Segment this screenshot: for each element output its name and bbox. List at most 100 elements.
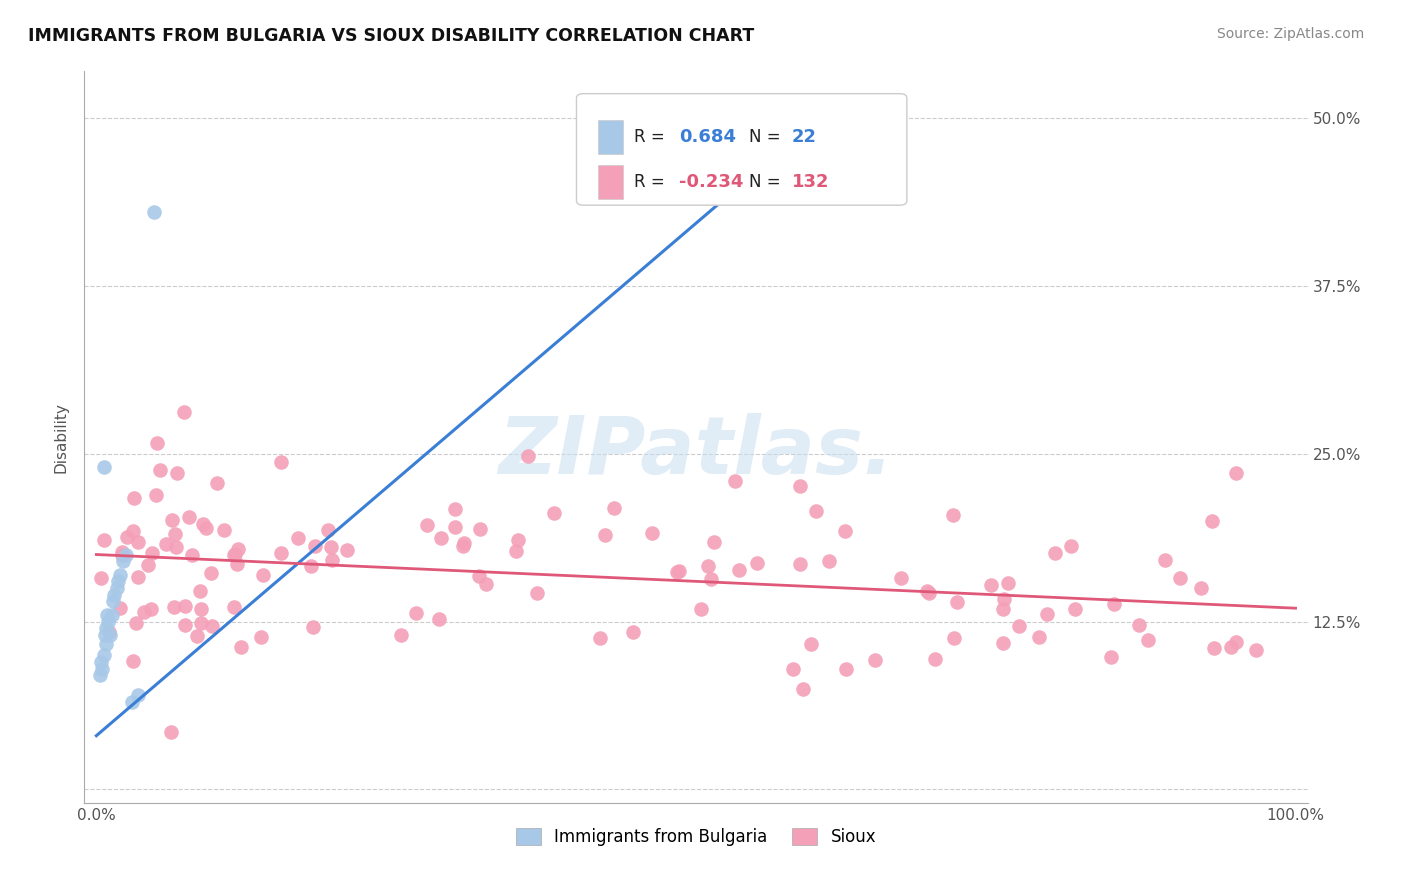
- Point: [190, 602, 212, 616]
- Text: IMMIGRANTS FROM BULGARIA VS SIOUX DISABILITY CORRELATION CHART: IMMIGRANTS FROM BULGARIA VS SIOUX DISABI…: [28, 27, 755, 45]
- Point: [516, 449, 538, 463]
- Point: [468, 568, 491, 582]
- Point: [321, 552, 343, 566]
- Point: [1225, 635, 1247, 649]
- Point: [1189, 581, 1212, 595]
- Point: [1028, 630, 1050, 644]
- Point: [668, 564, 690, 578]
- Text: N =: N =: [749, 173, 786, 191]
- Point: [201, 619, 224, 633]
- Point: [505, 544, 527, 558]
- Point: [835, 662, 858, 676]
- Point: [222, 548, 245, 562]
- Point: [229, 640, 252, 655]
- Point: [250, 630, 273, 644]
- Point: [90, 655, 112, 669]
- Point: [997, 575, 1019, 590]
- Point: [110, 567, 132, 582]
- Point: [127, 535, 149, 549]
- Point: [890, 571, 912, 585]
- Point: [270, 546, 292, 560]
- Point: [444, 520, 467, 534]
- Point: [141, 546, 163, 560]
- Point: [174, 599, 197, 614]
- Point: [188, 584, 211, 599]
- Point: [865, 653, 887, 667]
- Point: [299, 559, 322, 574]
- Point: [405, 606, 427, 620]
- Point: [703, 534, 725, 549]
- Point: [302, 620, 325, 634]
- Point: [160, 512, 183, 526]
- Point: [122, 654, 145, 668]
- Point: [304, 539, 326, 553]
- Point: [117, 530, 139, 544]
- Text: 22: 22: [792, 128, 817, 146]
- Point: [526, 585, 548, 599]
- Point: [782, 662, 804, 676]
- Point: [97, 615, 120, 629]
- Point: [91, 662, 114, 676]
- Point: [943, 632, 966, 646]
- Point: [155, 537, 177, 551]
- Point: [107, 574, 129, 589]
- Point: [94, 637, 117, 651]
- Point: [93, 648, 115, 662]
- Point: [103, 588, 125, 602]
- Point: [93, 533, 115, 547]
- Point: [180, 548, 202, 562]
- Point: [224, 547, 246, 561]
- Point: [173, 618, 195, 632]
- Point: [225, 557, 247, 571]
- Point: [690, 601, 713, 615]
- Text: Source: ZipAtlas.com: Source: ZipAtlas.com: [1216, 27, 1364, 41]
- Point: [834, 524, 856, 539]
- Point: [475, 577, 498, 591]
- Point: [121, 695, 143, 709]
- Point: [205, 475, 228, 490]
- Point: [93, 628, 117, 642]
- Point: [724, 475, 747, 489]
- Point: [163, 600, 186, 615]
- Point: [700, 572, 723, 586]
- Point: [127, 689, 149, 703]
- Point: [745, 557, 768, 571]
- Point: [1137, 632, 1160, 647]
- Text: ZIPatlas.: ZIPatlas.: [498, 413, 894, 491]
- Point: [429, 612, 451, 626]
- Point: [728, 563, 751, 577]
- Point: [666, 566, 689, 580]
- Point: [124, 491, 146, 505]
- Point: [443, 502, 465, 516]
- Point: [697, 558, 720, 573]
- Point: [212, 523, 235, 537]
- Point: [142, 205, 165, 219]
- Point: [924, 652, 946, 666]
- Point: [186, 629, 208, 643]
- Point: [319, 540, 342, 554]
- Point: [138, 558, 160, 572]
- Point: [451, 539, 474, 553]
- Point: [389, 627, 412, 641]
- Point: [97, 624, 120, 639]
- Point: [105, 581, 128, 595]
- Y-axis label: Disability: Disability: [53, 401, 69, 473]
- Text: 132: 132: [792, 173, 830, 191]
- Point: [125, 616, 148, 631]
- Point: [160, 724, 183, 739]
- Point: [173, 405, 195, 419]
- Point: [1043, 546, 1066, 560]
- Point: [166, 466, 188, 480]
- Point: [416, 518, 439, 533]
- Point: [226, 542, 249, 557]
- Point: [468, 523, 491, 537]
- Point: [190, 616, 212, 631]
- Point: [98, 628, 121, 642]
- Text: R =: R =: [634, 173, 671, 191]
- Point: [946, 595, 969, 609]
- Point: [191, 516, 214, 531]
- Point: [1225, 467, 1247, 481]
- Point: [991, 602, 1014, 616]
- Point: [991, 635, 1014, 649]
- Point: [593, 528, 616, 542]
